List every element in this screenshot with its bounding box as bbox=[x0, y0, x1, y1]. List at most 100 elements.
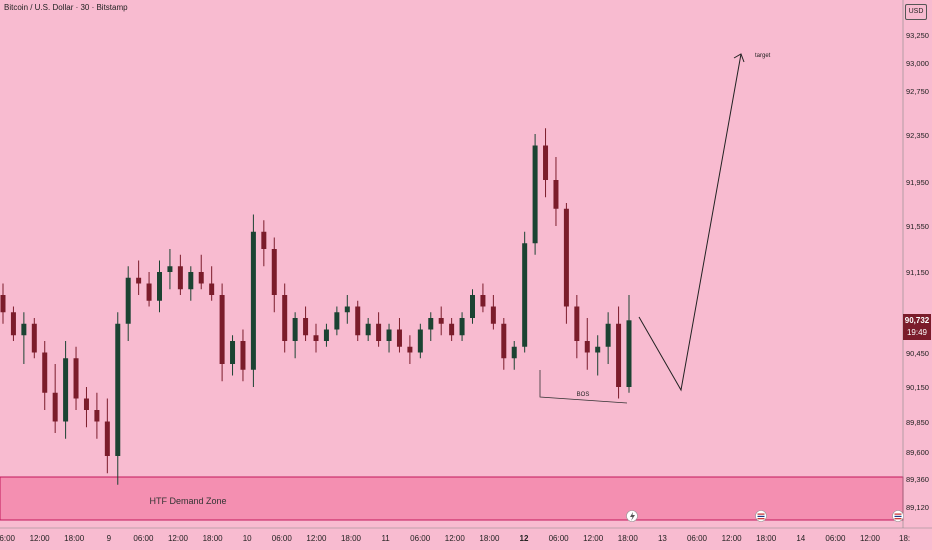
time-tick-label: 18:00 bbox=[479, 534, 500, 543]
time-tick-label: 12:00 bbox=[306, 534, 327, 543]
target-label: target bbox=[755, 53, 771, 59]
candle-body bbox=[396, 329, 402, 347]
candle-body bbox=[553, 180, 559, 209]
candle-body bbox=[355, 306, 361, 336]
bos-line bbox=[539, 370, 628, 404]
candle-body bbox=[0, 295, 6, 313]
time-tick-label: 9 bbox=[107, 534, 112, 543]
time-tick-label: 06:00 bbox=[825, 534, 846, 543]
candle-body bbox=[522, 243, 528, 347]
price-tick-label: 89,600 bbox=[906, 448, 929, 457]
annotations: BOS target bbox=[539, 53, 771, 404]
time-tick-label: 12:00 bbox=[168, 534, 189, 543]
candle-body bbox=[250, 231, 256, 370]
time-tick-label: 18:00 bbox=[203, 534, 224, 543]
symbol-title[interactable]: Bitcoin / U.S. Dollar · 30 · Bitstamp bbox=[4, 3, 128, 12]
time-tick-label: 06:00 bbox=[687, 534, 708, 543]
price-tick-label: 90,150 bbox=[906, 383, 929, 392]
time-tick-label: 18:00 bbox=[618, 534, 639, 543]
time-tick-label: 14 bbox=[796, 534, 805, 543]
candle-body bbox=[136, 277, 142, 284]
candle-body bbox=[167, 266, 173, 272]
time-tick-label: 13 bbox=[658, 534, 667, 543]
candle-body bbox=[584, 341, 590, 353]
time-tick-label: 18:00 bbox=[64, 534, 85, 543]
candle-body bbox=[146, 283, 152, 301]
candle-body bbox=[626, 320, 632, 387]
time-tick-label: 12:00 bbox=[445, 534, 466, 543]
candle-body bbox=[271, 249, 277, 295]
time-tick-label: 06:00 bbox=[549, 534, 570, 543]
candle-body bbox=[490, 306, 496, 324]
candle-body bbox=[188, 272, 194, 290]
candle-body bbox=[501, 323, 507, 359]
candle-body bbox=[605, 323, 611, 347]
time-tick-label: 18: bbox=[899, 534, 910, 543]
currency-button[interactable]: USD bbox=[905, 4, 927, 20]
price-tick-label: 90,450 bbox=[906, 349, 929, 358]
candle-body bbox=[52, 392, 58, 422]
bar-countdown: 19:49 bbox=[906, 328, 928, 337]
time-tick-label: 12 bbox=[520, 534, 529, 543]
price-tick-label: 89,120 bbox=[906, 503, 929, 512]
candle-body bbox=[313, 335, 319, 341]
candle-body bbox=[94, 410, 100, 422]
candle-body bbox=[417, 329, 423, 353]
candle-body bbox=[616, 323, 622, 387]
candle-body bbox=[104, 421, 110, 456]
candle-body bbox=[209, 283, 215, 295]
last-price-tag: 90,732 19:49 bbox=[903, 314, 931, 340]
time-tick-label: 06:00 bbox=[0, 534, 16, 543]
candle-body bbox=[334, 312, 340, 330]
price-tick-label: 92,350 bbox=[906, 131, 929, 140]
candle-body bbox=[344, 306, 350, 313]
candle-body bbox=[292, 318, 298, 341]
candle-body bbox=[480, 295, 486, 307]
time-tick-label: 18:00 bbox=[756, 534, 777, 543]
candle-body bbox=[198, 272, 204, 284]
time-tick-label: 18:00 bbox=[341, 534, 362, 543]
price-tick-label: 89,360 bbox=[906, 475, 929, 484]
price-tick-label: 91,150 bbox=[906, 268, 929, 277]
time-axis[interactable]: 06:00 12:00 18:00 9 06:00 12:00 18:00 10 06:00 12… bbox=[0, 527, 932, 543]
zone-label: HTF Demand Zone bbox=[149, 496, 226, 506]
candle-body bbox=[282, 295, 288, 341]
candle-body bbox=[470, 295, 475, 318]
candle-body bbox=[595, 346, 601, 353]
candle-body bbox=[365, 323, 371, 336]
candle-body bbox=[261, 231, 267, 249]
price-axis[interactable]: 93,250 93,000 92,750 92,350 91,950 91,550 91,1… bbox=[902, 0, 929, 528]
candle-body bbox=[323, 329, 329, 341]
candle-body bbox=[125, 277, 131, 324]
event-icons[interactable] bbox=[626, 510, 904, 522]
candle-body bbox=[157, 272, 162, 301]
candle-body bbox=[10, 312, 16, 336]
time-tick-label: 12:00 bbox=[583, 534, 604, 543]
candle-body bbox=[428, 318, 434, 330]
candle-body bbox=[73, 358, 79, 399]
candle-body bbox=[449, 323, 455, 336]
time-tick-label: 12:00 bbox=[722, 534, 743, 543]
candle-body bbox=[219, 295, 225, 364]
time-tick-label: 10 bbox=[243, 534, 252, 543]
candle-body bbox=[376, 323, 382, 341]
candle-body bbox=[177, 266, 183, 290]
candle-body bbox=[83, 398, 89, 410]
candle-body bbox=[230, 341, 236, 364]
price-tick-label: 91,950 bbox=[906, 178, 929, 187]
time-tick-label: 06:00 bbox=[133, 534, 154, 543]
candles bbox=[0, 128, 632, 485]
candle-body bbox=[511, 346, 517, 359]
candle-body bbox=[459, 318, 465, 336]
candle-body bbox=[63, 358, 69, 422]
price-tick-label: 93,000 bbox=[906, 59, 929, 68]
candle-body bbox=[386, 329, 392, 341]
candle-body bbox=[438, 318, 444, 324]
price-tick-label: 91,550 bbox=[906, 222, 929, 231]
time-tick-label: 06:00 bbox=[272, 534, 293, 543]
candle-body bbox=[21, 323, 27, 336]
htf-demand-zone: HTF Demand Zone bbox=[0, 476, 904, 521]
price-tick-label: 89,850 bbox=[906, 418, 929, 427]
